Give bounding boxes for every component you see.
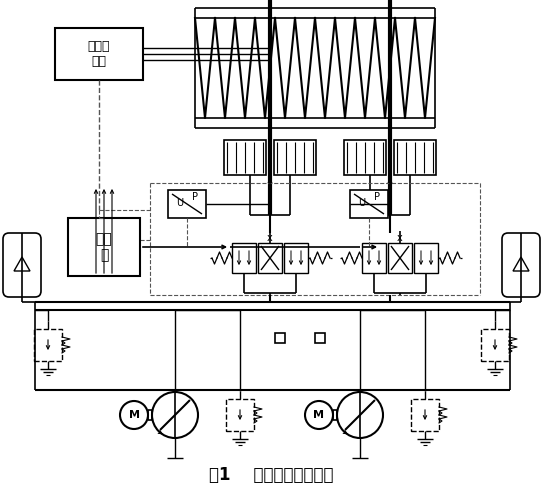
Bar: [224, 140, 266, 175]
Bar: [394, 140, 436, 175]
Text: M: M: [129, 410, 140, 420]
Bar: [226, 399, 254, 431]
Bar: [414, 243, 438, 273]
Bar: [481, 329, 509, 361]
Bar: [344, 140, 386, 175]
Text: U: U: [176, 198, 183, 208]
Text: P: P: [192, 192, 198, 202]
Bar: [55, 28, 143, 80]
Text: x: x: [267, 233, 273, 243]
Text: M: M: [313, 410, 325, 420]
Bar: [411, 399, 439, 431]
FancyBboxPatch shape: [502, 233, 540, 297]
Text: x: x: [397, 233, 403, 243]
Circle shape: [305, 401, 333, 429]
FancyBboxPatch shape: [3, 233, 41, 297]
Bar: [258, 243, 282, 273]
Bar: [168, 190, 206, 218]
Bar: [68, 218, 140, 276]
Bar: [350, 190, 388, 218]
Text: U: U: [358, 198, 365, 208]
Text: P: P: [374, 192, 380, 202]
Circle shape: [120, 401, 148, 429]
Bar: [34, 329, 62, 361]
Text: 控制
器: 控制 器: [96, 232, 112, 262]
Bar: [284, 243, 308, 273]
Text: 测速发
电机: 测速发 电机: [88, 40, 110, 68]
Bar: [274, 140, 316, 175]
Circle shape: [152, 392, 198, 438]
Text: 图1    恒减速系统原理图: 图1 恒减速系统原理图: [209, 466, 333, 484]
Bar: [362, 243, 386, 273]
Circle shape: [337, 392, 383, 438]
Bar: [232, 243, 256, 273]
Bar: [388, 243, 412, 273]
